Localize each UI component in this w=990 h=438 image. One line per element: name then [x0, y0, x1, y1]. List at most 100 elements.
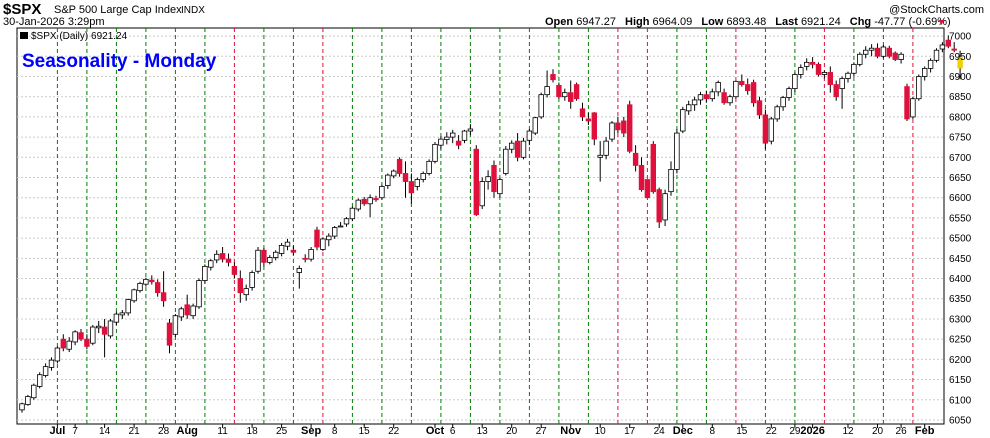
candle-body — [916, 76, 922, 100]
y-tick-label: 6400 — [949, 274, 972, 285]
y-tick-label: 6950 — [949, 52, 972, 63]
candle-body — [827, 72, 833, 85]
candle-body — [202, 266, 208, 281]
y-tick-label: 6100 — [949, 395, 972, 406]
candle-body — [910, 98, 916, 118]
datetime: 30-Jan-2026 3:29pm — [3, 16, 105, 28]
y-axis: 6050 6100 6150 6200 6250 6300 6350 6400 6450 6500… — [949, 32, 972, 427]
candle-body — [833, 84, 839, 98]
x-tick-label: 24 — [654, 426, 666, 437]
candle-body — [945, 39, 951, 47]
candle-body — [898, 53, 904, 60]
candle-body — [579, 108, 586, 118]
y-tick-label: 6650 — [949, 173, 972, 184]
candle-body — [644, 179, 651, 199]
x-tick-label: 6 — [450, 426, 456, 437]
candle-body — [662, 193, 668, 221]
y-tick-label: 6350 — [949, 294, 972, 305]
x-tick-label: 26 — [896, 426, 908, 437]
candle-body — [96, 325, 102, 329]
candle-body — [255, 249, 261, 272]
candle-body — [762, 114, 769, 144]
candle-body — [54, 347, 61, 362]
candle-body — [408, 181, 415, 194]
x-tick-label: 18 — [247, 426, 259, 437]
candle-body — [208, 260, 214, 268]
candle-body — [520, 140, 527, 158]
candle-body — [768, 118, 774, 142]
x-tick-label: 22 — [766, 426, 778, 437]
candle-body — [857, 53, 863, 65]
candle-body — [308, 249, 314, 260]
candle-body — [780, 97, 786, 108]
legend-swatch — [20, 32, 28, 39]
x-tick-label: 12 — [842, 426, 854, 437]
candle-body — [19, 403, 25, 411]
x-tick-label: 22 — [388, 426, 400, 437]
candle-body — [190, 305, 196, 317]
candle-body — [78, 332, 84, 340]
candle-body — [337, 225, 344, 228]
candle-body — [774, 106, 780, 120]
candle-body — [815, 63, 822, 75]
candle-body — [473, 148, 479, 216]
candle-body — [485, 176, 491, 182]
x-tick-label: Aug — [177, 425, 198, 437]
candle-body — [225, 258, 232, 263]
candle-body — [37, 374, 43, 387]
candle-body — [721, 92, 727, 104]
candle-body — [627, 104, 633, 152]
candle-body — [84, 338, 90, 347]
candle-body — [656, 189, 662, 223]
x-tick-label: 15 — [359, 426, 371, 437]
x-tick-label: 15 — [736, 426, 748, 437]
candle-body — [508, 142, 515, 150]
candle-body — [213, 253, 220, 261]
candle-body — [48, 359, 55, 368]
candle-body — [290, 249, 297, 253]
candle-body — [373, 198, 379, 201]
x-tick-label: 20 — [872, 426, 884, 437]
candle-body — [455, 140, 462, 146]
x-tick-label: 8 — [710, 426, 716, 437]
candle-body — [568, 92, 574, 102]
candle-body — [680, 109, 686, 132]
candle-body — [514, 140, 521, 158]
candle-body — [396, 158, 403, 174]
candle-body — [585, 118, 592, 122]
candle-body — [420, 173, 426, 180]
y-tick-label: 6300 — [949, 314, 972, 325]
candle-body — [491, 164, 497, 193]
x-axis: Jul 7 14 21 28 Aug 11 18 25 Sep 8 15 22 Oct 6 13 20 27 Nov… — [49, 424, 935, 437]
candle-body — [839, 78, 845, 90]
x-tick-label: 21 — [129, 426, 141, 437]
candle-body — [355, 199, 361, 210]
candle-body — [821, 72, 828, 75]
candle-body — [461, 130, 468, 141]
candle-body — [402, 173, 409, 182]
candle-body — [709, 91, 715, 100]
x-tick-label: Jul — [49, 425, 65, 437]
y-tick-label: 6700 — [949, 153, 972, 164]
y-tick-label: 6800 — [949, 112, 972, 123]
candle-body — [798, 67, 804, 75]
y-tick-label: 6850 — [949, 92, 972, 103]
candle-body — [125, 299, 131, 314]
candle-body — [25, 396, 31, 406]
candle-body — [143, 278, 149, 285]
candle-body — [868, 47, 875, 51]
candle-body — [550, 74, 556, 81]
candle-body — [113, 313, 120, 323]
candle-body — [249, 272, 255, 288]
candle-body — [497, 179, 503, 195]
candle-body — [296, 268, 302, 273]
monday-vertical-lines — [56, 28, 914, 424]
x-tick-label: 29 — [789, 426, 801, 437]
candle-body — [449, 132, 456, 138]
candle-body — [863, 49, 869, 55]
candle-body — [697, 94, 704, 101]
candle-body — [184, 304, 190, 316]
candle-body — [367, 197, 373, 205]
candle-body — [267, 257, 273, 263]
candle-body — [556, 84, 562, 98]
